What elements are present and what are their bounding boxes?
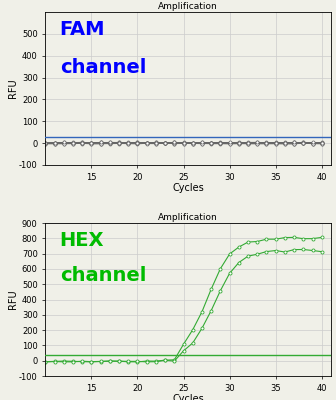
Y-axis label: RFU: RFU xyxy=(8,79,17,98)
X-axis label: Cycles: Cycles xyxy=(172,183,204,193)
Title: Amplification: Amplification xyxy=(158,2,218,11)
Text: channel: channel xyxy=(60,266,146,285)
X-axis label: Cycles: Cycles xyxy=(172,394,204,400)
Text: HEX: HEX xyxy=(60,231,104,250)
Text: channel: channel xyxy=(60,58,146,77)
Text: FAM: FAM xyxy=(60,20,105,39)
Title: Amplification: Amplification xyxy=(158,213,218,222)
Y-axis label: RFU: RFU xyxy=(8,290,17,309)
